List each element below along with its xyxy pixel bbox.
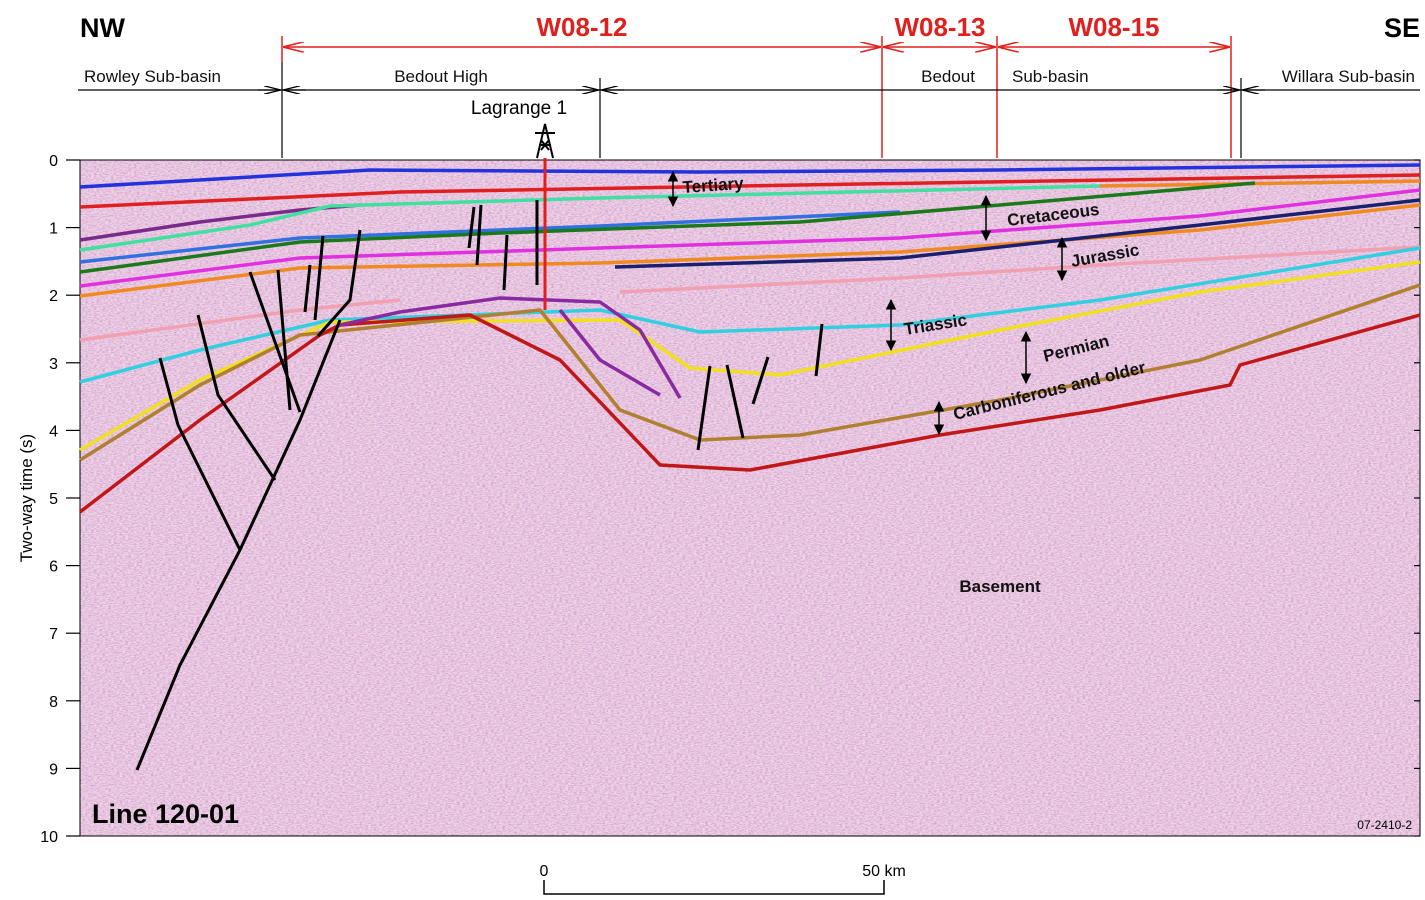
tick-label: 8	[49, 694, 58, 711]
tick-label: 5	[49, 491, 58, 508]
line-name: Line 120-01	[92, 799, 239, 829]
survey-lines	[281, 36, 1232, 158]
survey-label: W08-15	[1068, 12, 1159, 42]
tick-label: 3	[49, 356, 58, 373]
tick-label: 9	[49, 761, 58, 778]
seismic-noise	[80, 160, 1420, 836]
scale-bar	[543, 880, 885, 895]
basin-lines	[78, 62, 1420, 158]
horizons	[78, 163, 1421, 514]
survey-label: W08-12	[536, 12, 627, 42]
tick-label: 1	[49, 221, 58, 238]
well-label: Lagrange 1	[471, 98, 567, 119]
tick-label: 4	[49, 423, 58, 440]
tick-label: 0	[49, 153, 58, 170]
axis-ticks: 0 1 2 3 4 5 6 7 8 9 10	[40, 153, 1420, 846]
tick-label: 6	[49, 559, 58, 576]
figure-id: 07-2410-2	[1357, 818, 1412, 832]
unit-label: Basement	[959, 577, 1041, 596]
basin-label: Rowley Sub-basin	[84, 67, 221, 86]
derrick	[535, 123, 555, 159]
basin-label: Bedout	[921, 67, 975, 86]
scale-label: 0	[540, 863, 549, 880]
axis-label: Two-way time (s)	[17, 434, 36, 562]
basin-label: Sub-basin	[1012, 67, 1089, 86]
corner-right: SE	[1384, 13, 1420, 43]
unit-arrows	[667, 170, 1068, 436]
faults	[135, 200, 824, 771]
basin-label: Willara Sub-basin	[1282, 67, 1415, 86]
scale-label: 50 km	[862, 863, 906, 880]
basin-label: Bedout High	[394, 67, 488, 86]
tick-label: 7	[49, 626, 58, 643]
tick-label: 10	[40, 829, 58, 846]
tick-label: 2	[49, 288, 58, 305]
unit-label: Tertiary	[682, 174, 745, 197]
survey-label: W08-13	[894, 12, 985, 42]
corner-left: NW	[80, 13, 125, 43]
